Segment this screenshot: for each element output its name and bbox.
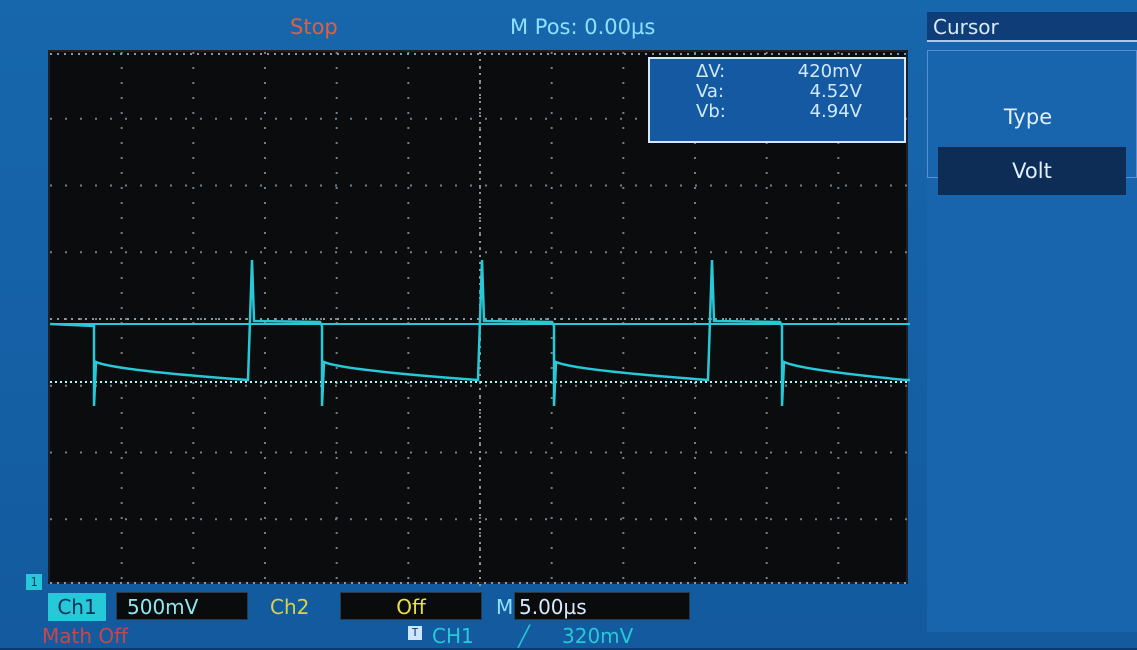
graticule-grid — [50, 52, 910, 586]
menu-title: Cursor — [927, 12, 1137, 42]
trigger-source: CH1 — [432, 624, 474, 648]
menu-type-option[interactable]: Type Volt — [927, 50, 1137, 195]
ch1-scale: 500mV — [116, 592, 248, 620]
math-status: Math Off — [42, 624, 128, 648]
timebase-prefix: M — [496, 595, 514, 619]
menu-type-label: Type — [1003, 105, 1053, 129]
timebase-value: 5.00µs — [514, 592, 690, 620]
cursor-menu-panel: Cursor Type Volt — [927, 12, 1137, 632]
cursor-readout-box: ΔV: 420mV Va: 4.52V Vb: 4.94V — [648, 57, 906, 143]
cursor-b-label: Vb: — [696, 101, 726, 122]
trigger-icon: T — [408, 626, 422, 640]
trigger-level: 320mV — [562, 624, 634, 648]
cursor-a-value: 4.52V — [809, 81, 862, 102]
ch2-scale: Off — [340, 592, 482, 620]
menu-type-value-volt[interactable]: Volt — [938, 147, 1126, 195]
cursor-b-value: 4.94V — [809, 101, 862, 122]
horizontal-position-readout: M Pos: 0.00µs — [510, 15, 656, 39]
cursor-a-label: Va: — [696, 81, 725, 102]
rising-edge-icon: ╱ — [518, 624, 531, 648]
ch1-waveform-trace — [50, 259, 910, 407]
cursor-delta-label: ΔV: — [696, 61, 726, 82]
cursor-delta-row: ΔV: 420mV — [696, 61, 862, 83]
ch1-label: Ch1 — [48, 593, 106, 621]
ch2-label: Ch2 — [270, 595, 310, 619]
cursor-delta-value: 420mV — [797, 61, 862, 82]
cursor-b-row: Vb: 4.94V — [696, 101, 862, 123]
cursor-a-row: Va: 4.52V — [696, 81, 862, 103]
run-status: Stop — [290, 15, 338, 39]
ch1-ground-marker: 1 — [26, 574, 42, 590]
